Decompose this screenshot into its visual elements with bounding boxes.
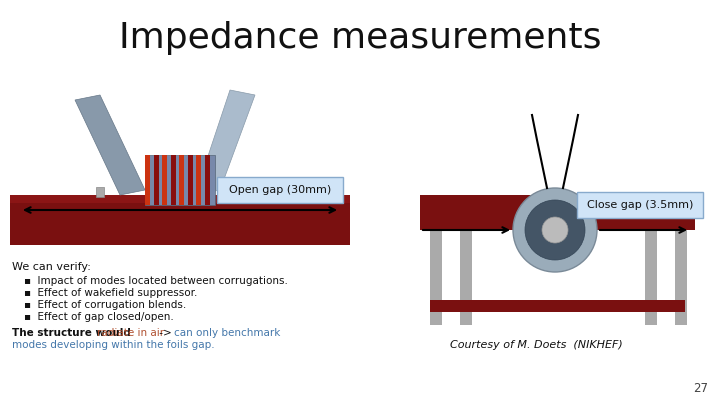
FancyBboxPatch shape <box>179 155 184 205</box>
Circle shape <box>525 200 585 260</box>
Circle shape <box>542 217 568 243</box>
FancyBboxPatch shape <box>10 195 350 203</box>
Text: ▪  Effect of corrugation blends.: ▪ Effect of corrugation blends. <box>24 300 186 310</box>
Text: Close gap (3.5mm): Close gap (3.5mm) <box>587 200 693 210</box>
FancyBboxPatch shape <box>430 230 442 325</box>
FancyBboxPatch shape <box>166 187 174 197</box>
Text: ▪  Effect of wakefield suppressor.: ▪ Effect of wakefield suppressor. <box>24 288 197 298</box>
FancyBboxPatch shape <box>187 155 192 205</box>
Text: ->: -> <box>156 328 176 338</box>
FancyBboxPatch shape <box>420 195 695 230</box>
Text: Courtesy of M. Doets  (NIKHEF): Courtesy of M. Doets (NIKHEF) <box>450 340 623 350</box>
FancyBboxPatch shape <box>145 155 215 205</box>
FancyBboxPatch shape <box>645 230 657 325</box>
Circle shape <box>513 188 597 272</box>
FancyBboxPatch shape <box>96 187 104 197</box>
Text: ▪  Effect of gap closed/open.: ▪ Effect of gap closed/open. <box>24 312 174 322</box>
FancyBboxPatch shape <box>162 155 167 205</box>
FancyBboxPatch shape <box>171 155 176 205</box>
Polygon shape <box>75 95 145 195</box>
FancyBboxPatch shape <box>145 155 150 205</box>
FancyBboxPatch shape <box>675 230 687 325</box>
Text: can only benchmark: can only benchmark <box>174 328 280 338</box>
Text: The structure would: The structure would <box>12 328 135 338</box>
FancyBboxPatch shape <box>460 230 472 325</box>
Polygon shape <box>195 90 255 195</box>
Text: Impedance measurements: Impedance measurements <box>119 21 601 55</box>
FancyBboxPatch shape <box>196 155 201 205</box>
Text: 27: 27 <box>693 382 708 395</box>
FancyBboxPatch shape <box>430 300 685 312</box>
FancyBboxPatch shape <box>217 177 343 203</box>
FancyBboxPatch shape <box>204 155 210 205</box>
FancyBboxPatch shape <box>10 195 350 245</box>
Text: radiate in air: radiate in air <box>97 328 164 338</box>
FancyBboxPatch shape <box>153 155 158 205</box>
Text: modes developing within the foils gap.: modes developing within the foils gap. <box>12 340 215 350</box>
Text: We can verify:: We can verify: <box>12 262 91 272</box>
FancyBboxPatch shape <box>236 187 244 197</box>
Text: ▪  Impact of modes located between corrugations.: ▪ Impact of modes located between corrug… <box>24 276 288 286</box>
Text: Open gap (30mm): Open gap (30mm) <box>229 185 331 195</box>
FancyBboxPatch shape <box>577 192 703 218</box>
